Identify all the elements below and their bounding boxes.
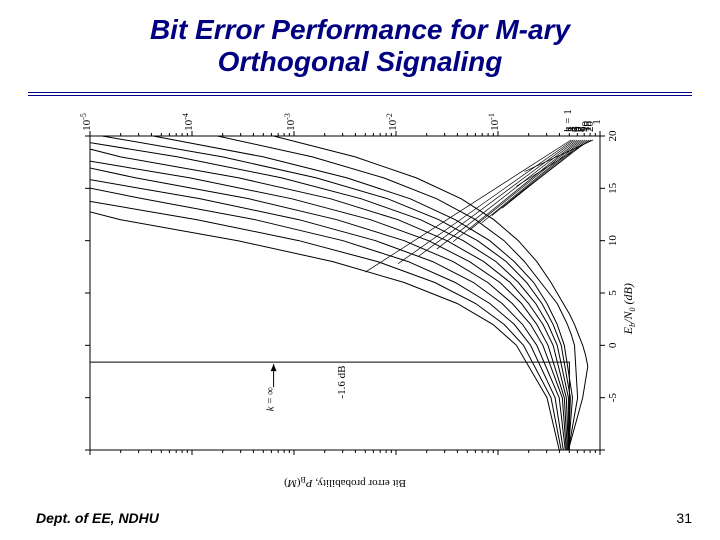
svg-text:10-3: 10-3 xyxy=(283,113,297,131)
page-number: 31 xyxy=(676,510,692,526)
title-rule xyxy=(28,92,692,96)
slide-title: Bit Error Performance for M-ary Orthogon… xyxy=(0,14,720,78)
svg-text:Bit error probability, PB(M): Bit error probability, PB(M) xyxy=(284,475,406,489)
svg-text:10-5: 10-5 xyxy=(80,113,93,131)
svg-text:10-2: 10-2 xyxy=(385,113,399,131)
svg-text:0: 0 xyxy=(607,342,619,348)
svg-text:k = ∞: k = ∞ xyxy=(265,387,277,412)
svg-text:Eb/N0 (dB): Eb/N0 (dB) xyxy=(621,283,637,335)
title-line-2: Orthogonal Signaling xyxy=(218,46,503,77)
slide: Bit Error Performance for M-ary Orthogon… xyxy=(0,0,720,540)
ber-chart: -505101520Eb/N0 (dB)110-110-210-310-410-… xyxy=(80,110,640,490)
svg-text:-5: -5 xyxy=(607,393,619,403)
svg-text:15: 15 xyxy=(607,182,619,194)
svg-text:10-1: 10-1 xyxy=(487,113,501,131)
svg-text:10: 10 xyxy=(607,235,619,247)
svg-text:10-4: 10-4 xyxy=(181,113,195,131)
svg-text:-1.6 dB: -1.6 dB xyxy=(336,366,348,399)
title-line-1: Bit Error Performance for M-ary xyxy=(150,14,570,45)
svg-text:5: 5 xyxy=(607,290,619,296)
footer-dept: Dept. of EE, NDHU xyxy=(36,510,159,526)
chart-container: -505101520Eb/N0 (dB)110-110-210-310-410-… xyxy=(80,110,640,490)
svg-text:20: 20 xyxy=(584,121,596,133)
svg-text:20: 20 xyxy=(607,130,619,142)
